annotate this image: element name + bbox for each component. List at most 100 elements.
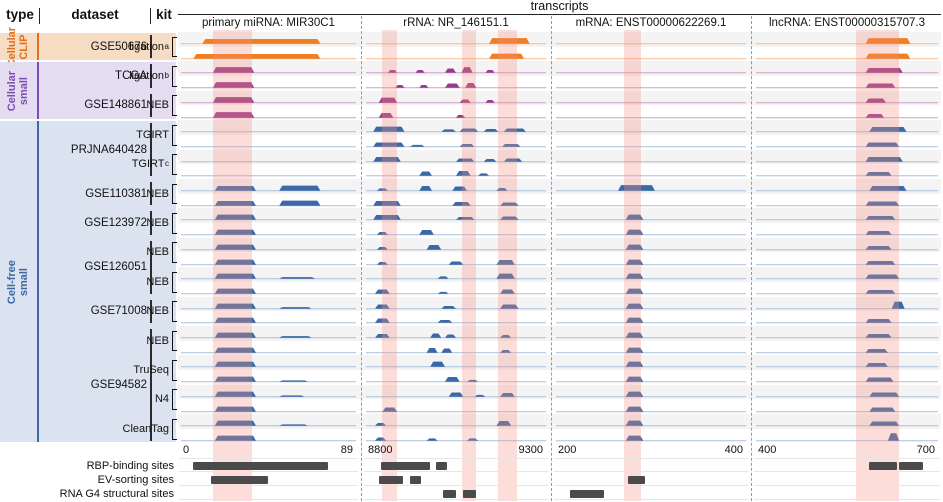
coverage-track	[366, 215, 546, 221]
coverage-track	[366, 437, 546, 442]
replicate-bracket	[171, 154, 177, 175]
coverage-track	[181, 229, 356, 236]
guide-line	[554, 498, 748, 500]
column-separator	[751, 16, 752, 501]
coverage-peak	[465, 83, 477, 88]
coverage-track	[556, 229, 746, 236]
coverage-track	[556, 57, 746, 59]
coverage-track	[181, 82, 356, 89]
coverage-peak	[373, 215, 401, 221]
coverage-peak	[214, 347, 256, 353]
guide-line	[754, 470, 940, 472]
coverage-peak	[441, 305, 456, 309]
coverage-track	[181, 332, 356, 339]
coverage-track	[756, 392, 938, 398]
coverage-peak	[375, 423, 387, 426]
coverage-peak	[869, 421, 900, 426]
coverage-peak	[489, 53, 525, 59]
coverage-peak	[213, 67, 255, 74]
coverage-peak	[500, 304, 519, 309]
coverage-peak	[214, 391, 256, 397]
coverage-peak	[500, 334, 512, 338]
coverage-track	[556, 214, 746, 221]
coverage-peak	[865, 68, 903, 74]
coverage-track	[366, 289, 546, 295]
kit-label: NEB	[146, 246, 169, 259]
coverage-peak	[489, 38, 530, 44]
coverage-peak	[279, 380, 308, 382]
coverage-peak	[373, 156, 401, 162]
coverage-track	[181, 406, 356, 412]
coverage-peak	[382, 407, 398, 412]
coverage-peak	[887, 433, 900, 441]
kit-label: NEB	[146, 305, 169, 318]
row-stripe	[178, 237, 941, 253]
coverage-peak	[376, 188, 388, 191]
row-stripe	[178, 149, 941, 165]
column-separator	[551, 16, 552, 501]
guide-line	[179, 470, 358, 472]
coverage-peak	[467, 379, 479, 382]
coverage-peak	[214, 229, 256, 235]
kit-label: N4	[154, 393, 169, 406]
coverage-peak	[444, 68, 456, 74]
coverage-peak	[419, 85, 429, 88]
coverage-peak	[279, 306, 312, 309]
annotation-label-rbp-binding-sites: RBP-binding sites	[86, 460, 174, 472]
coverage-track	[366, 53, 546, 59]
row-stripe	[178, 120, 941, 135]
coverage-track	[181, 376, 356, 383]
coverage-track	[556, 160, 746, 162]
coverage-peak	[426, 438, 438, 441]
coverage-peak	[625, 361, 644, 368]
coverage-track	[756, 319, 938, 324]
coverage-peak	[625, 332, 644, 338]
coverage-track	[366, 83, 546, 89]
coverage-peak	[625, 214, 644, 221]
axis-min-label: 8800	[368, 444, 393, 456]
coverage-peak	[214, 200, 256, 206]
coverage-peak	[869, 407, 896, 412]
coverage-peak	[214, 303, 256, 309]
replicate-bracket	[171, 330, 177, 352]
coverage-peak	[214, 406, 256, 412]
coverage-peak	[213, 111, 255, 118]
axis-max-label: 700	[916, 444, 935, 456]
kit-label: ligation a	[129, 40, 169, 53]
replicate-bracket	[171, 301, 177, 322]
kit-label: NEB	[146, 217, 169, 230]
coverage-peak	[496, 273, 515, 279]
coverage-peak	[500, 392, 515, 397]
type-group-bg	[0, 61, 176, 119]
guide-line	[364, 498, 548, 500]
kit-label: NEB	[146, 99, 169, 112]
coverage-track	[366, 171, 546, 177]
coverage-peak	[865, 348, 888, 353]
guide-line	[364, 458, 548, 459]
coverage-track	[556, 376, 746, 383]
coverage-track	[181, 259, 356, 265]
column-title: mRNA: ENST00000622269.1	[575, 17, 727, 29]
coverage-peak	[395, 85, 405, 88]
coverage-peak	[279, 185, 321, 191]
axis-max-label: 9300	[518, 444, 543, 456]
guide-line	[364, 484, 548, 486]
coverage-track	[181, 273, 356, 280]
coverage-peak	[869, 127, 907, 132]
coverage-peak	[496, 421, 512, 426]
coverage-peak	[865, 334, 892, 338]
coverage-track	[366, 112, 546, 118]
coverage-track	[756, 348, 938, 353]
row-stripe	[178, 326, 941, 341]
coverage-peak	[625, 420, 644, 426]
coverage-peak	[865, 142, 900, 147]
coverage-track	[181, 200, 356, 206]
coverage-track	[556, 87, 746, 89]
coverage-peak	[452, 201, 471, 206]
coverage-peak	[456, 217, 475, 221]
dataset-label: GSE110381	[85, 187, 147, 200]
coverage-track	[181, 53, 356, 59]
coverage-track	[181, 347, 356, 353]
coverage-track	[756, 38, 938, 45]
coverage-peak	[478, 173, 490, 177]
